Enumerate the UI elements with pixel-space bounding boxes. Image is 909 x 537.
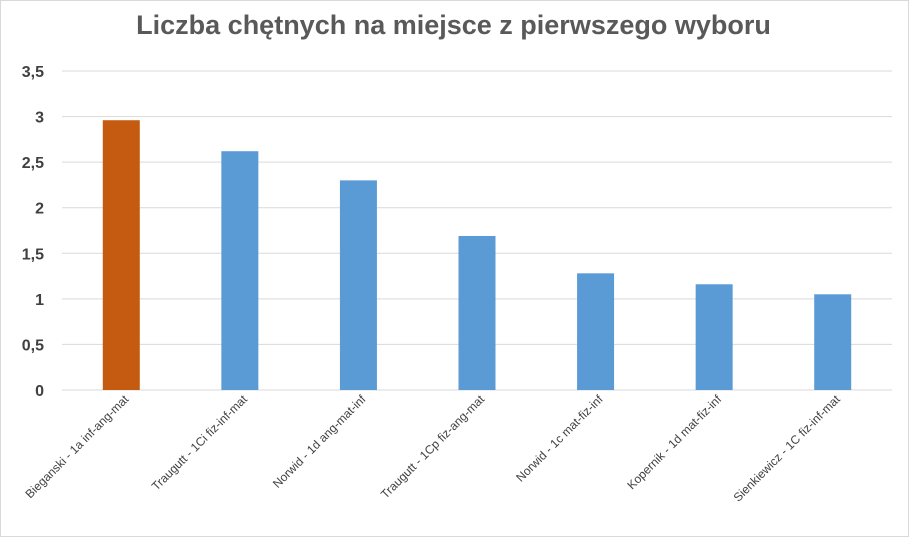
x-category-label: Bieganski - 1a inf-ang-mat	[22, 392, 131, 501]
chart-title: Liczba chętnych na miejsce z pierwszego …	[136, 10, 771, 40]
y-tick-label: 2,5	[22, 155, 44, 172]
x-category-label: Norwid - 1c mat-fiz-inf	[513, 392, 606, 485]
x-category-label: Traugutt - 1Ci fiz-inf-mat	[149, 392, 251, 494]
x-category-label: Traugutt - 1Cp fiz-ang-mat	[378, 392, 488, 502]
y-tick-label: 1,5	[22, 246, 44, 263]
y-tick-label: 3,5	[22, 64, 44, 81]
bars	[102, 120, 852, 391]
y-tick-label: 1	[35, 292, 44, 309]
x-category-label: Norwid - 1d ang-mat-inf	[270, 392, 369, 491]
bar	[102, 120, 140, 391]
x-category-label: Kopernik - 1d mat-fiz-inf	[624, 392, 724, 492]
y-axis-ticks: 0 0,5 1 1,5 2 2,5 3 3,5	[22, 64, 44, 400]
y-tick-label: 0,5	[22, 337, 44, 354]
x-axis-labels: Bieganski - 1a inf-ang-mat Traugutt - 1Ci…	[22, 392, 843, 505]
y-tick-label: 0	[35, 383, 44, 400]
bar	[577, 273, 615, 390]
x-category-label: Sienkiewicz - 1C fiz-inf-mat	[731, 392, 844, 505]
bar	[695, 284, 733, 390]
bar	[221, 151, 259, 390]
y-tick-label: 2	[35, 201, 44, 218]
bar	[458, 235, 496, 390]
bar	[339, 180, 377, 390]
y-tick-label: 3	[35, 110, 44, 127]
bar	[814, 294, 852, 390]
